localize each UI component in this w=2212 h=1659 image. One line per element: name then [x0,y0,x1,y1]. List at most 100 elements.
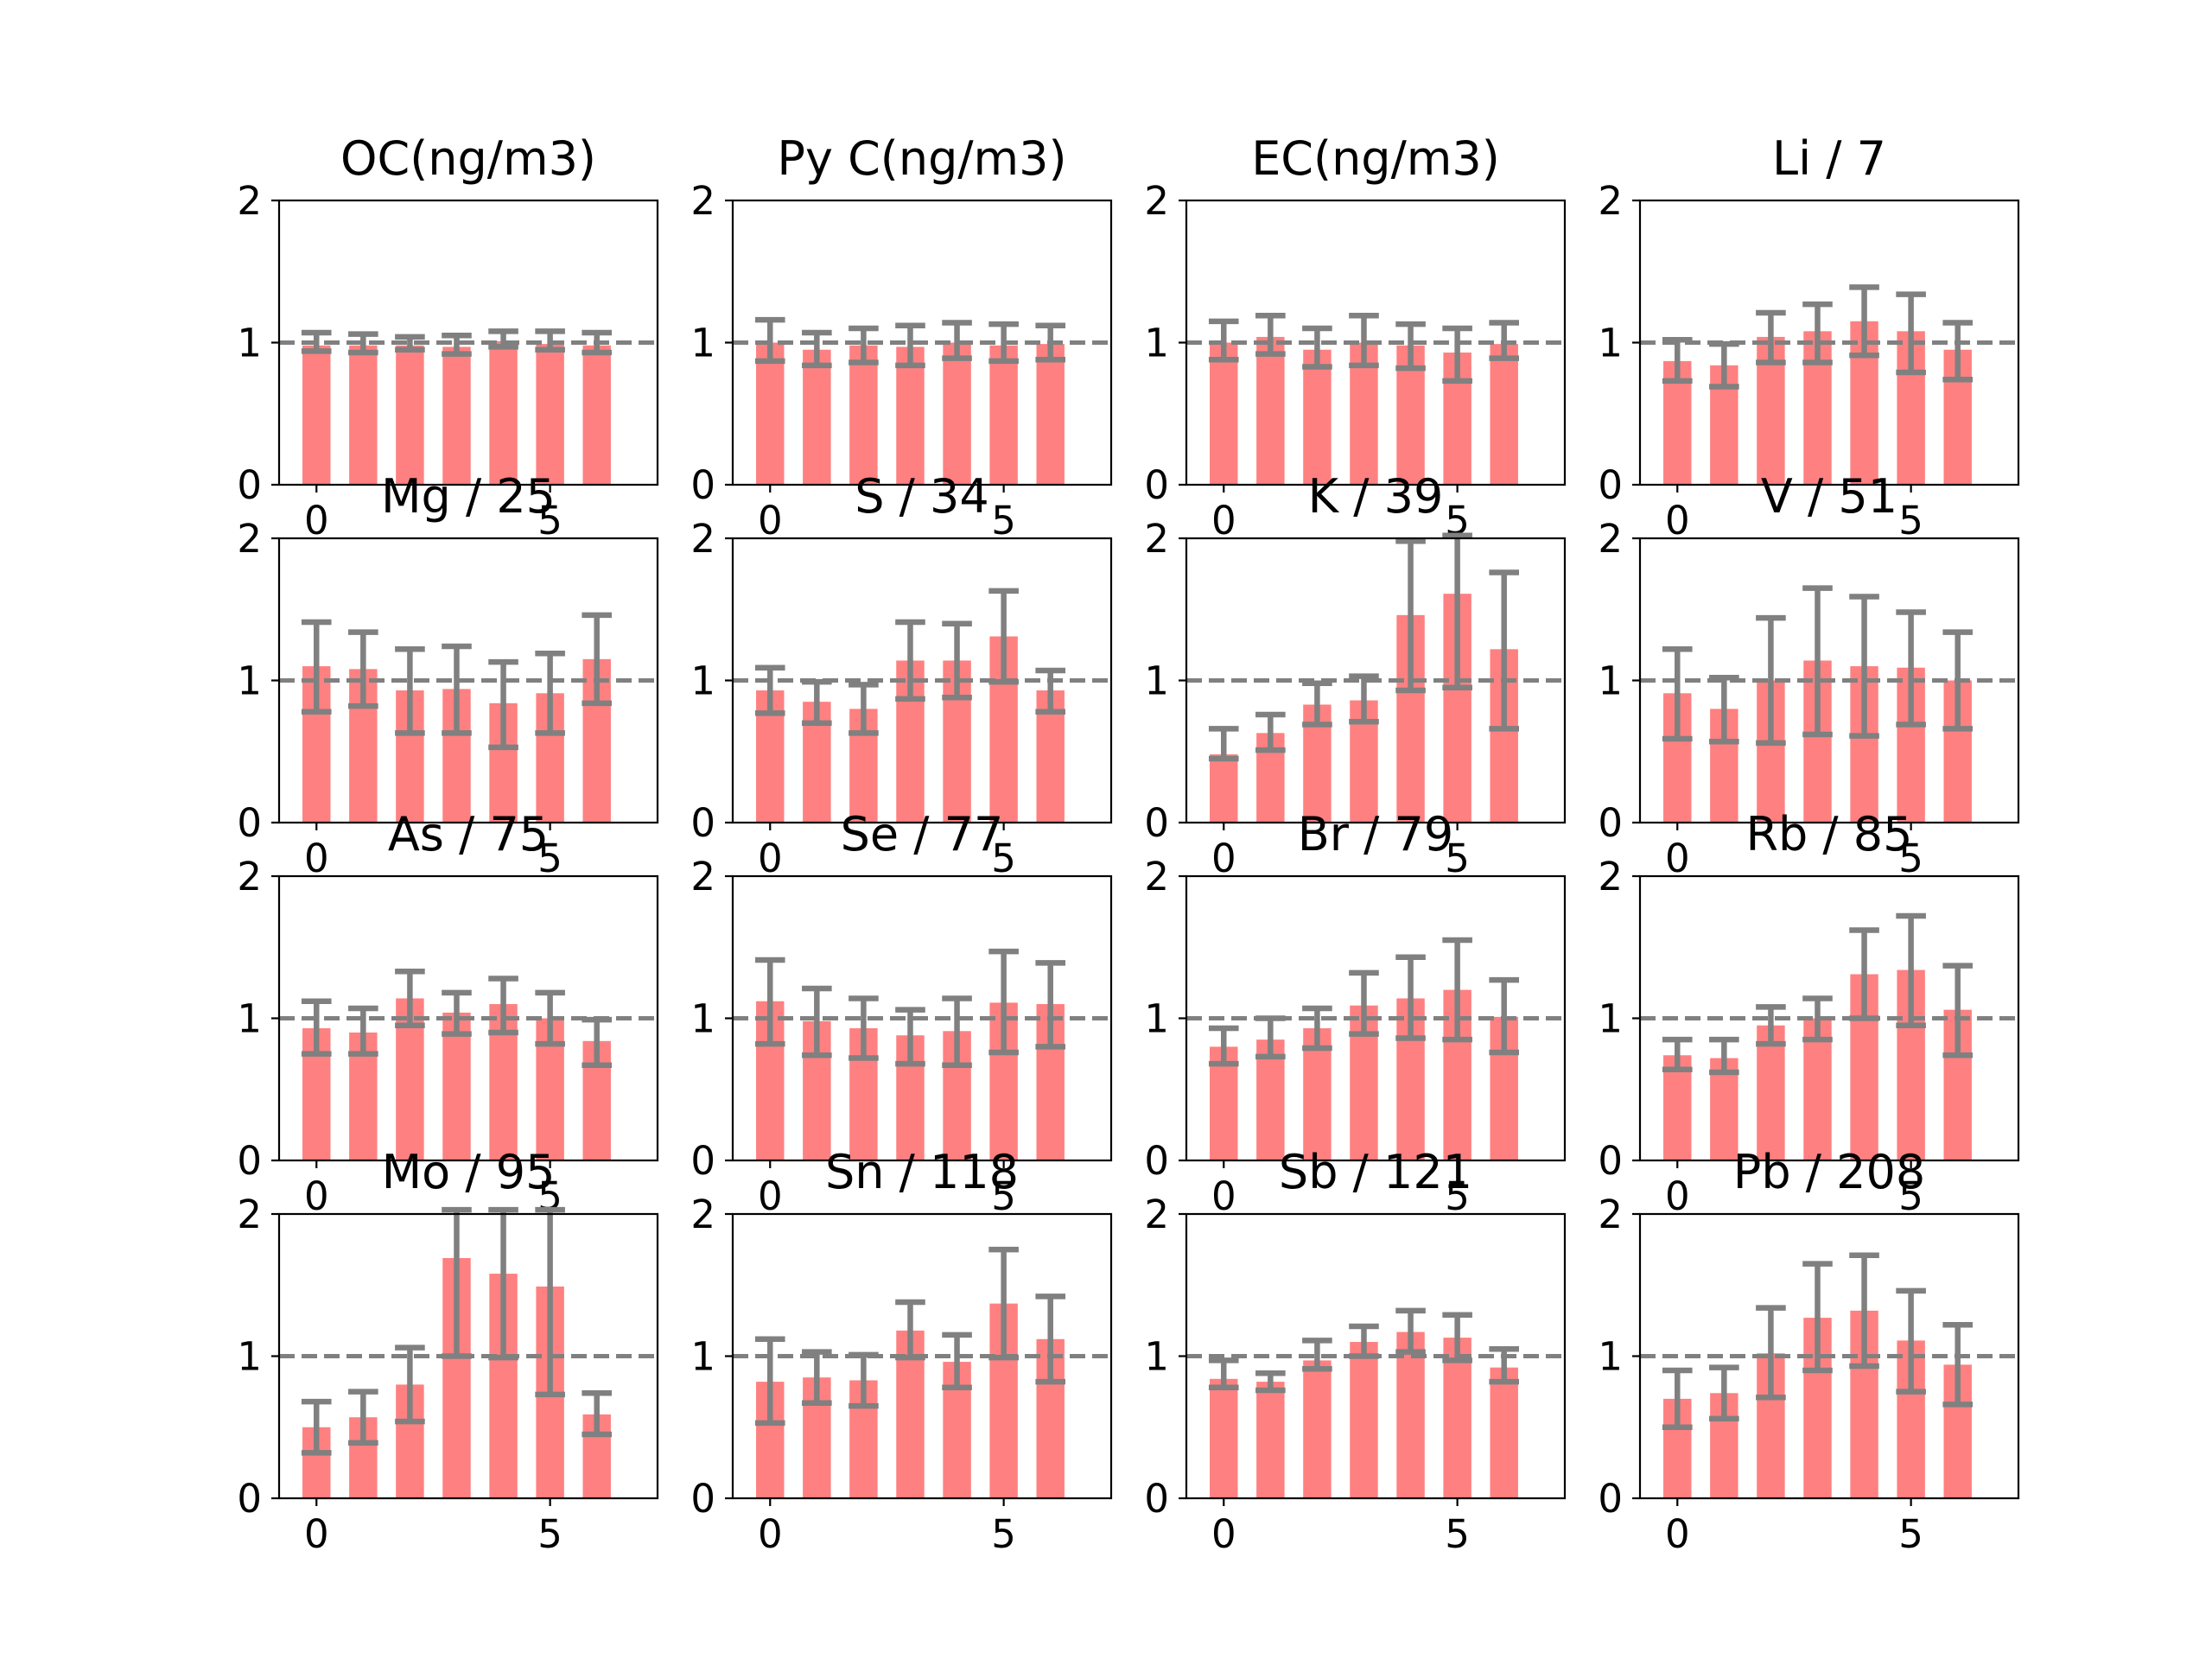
y-tick-label: 0 [1144,1476,1169,1522]
error-bar [942,1332,972,1390]
error-bar [802,329,832,369]
axes-frame [1638,1212,2020,1500]
bar [1396,1332,1425,1498]
error-bar [1489,320,1520,361]
error-bar [754,664,785,716]
error-bar [895,322,925,369]
error-bar [1302,680,1332,728]
x-tick-label: 0 [1665,498,1690,543]
error-bar [1035,667,1066,715]
y-tick-label: 1 [690,1334,715,1380]
subplot-3: 0 5 0 1 2 Li / 7 [1598,131,2020,543]
bar [442,346,471,485]
error-bar [582,1390,613,1438]
y-tick-label: 1 [1144,996,1169,1042]
error-bar [348,629,378,709]
x-tick-label: 5 [1898,836,1923,881]
x-tick-label: 0 [1665,1511,1690,1557]
subplot-title: V / 51 [1761,469,1897,524]
y-tick-label: 1 [1144,1334,1169,1380]
error-bar [802,1349,832,1407]
error-bar [1662,646,1693,742]
axes-frame [277,874,659,1162]
axes-frame [1185,537,1567,824]
subplot-7: 0 5 0 1 2 V / 51 [1598,469,2020,881]
x-tick-label: 0 [304,1173,329,1219]
y-tick-label: 0 [1598,1476,1623,1522]
error-bar [754,1336,785,1427]
subplot-title: K / 39 [1308,469,1444,524]
y-tick-label: 2 [1598,516,1623,562]
error-bar [535,328,565,353]
bar [1036,344,1065,485]
error-bar [1849,927,1879,1021]
x-tick-label: 0 [1665,836,1690,881]
subplot-15: 0 5 0 1 2 Pb / 208 [1598,1145,2020,1557]
error-bar [1942,963,1974,1058]
bar [1256,336,1285,485]
subplot-1: 0 5 0 1 2 Py C(ng/m3) [690,131,1113,543]
bar [582,345,611,485]
error-bar [1035,322,1066,363]
bar [943,342,971,485]
subplot-9: 0 5 0 1 2 Se / 77 [690,807,1113,1219]
error-bar [1849,284,1879,359]
y-tick-label: 2 [690,854,715,899]
error-bar [895,1299,925,1361]
axes-frame [277,199,659,486]
bar [803,349,831,485]
subplot-5: 0 5 0 1 2 S / 34 [690,469,1113,881]
error-bar [1756,309,1786,365]
x-tick-label: 0 [758,1511,783,1557]
axes-frame [277,1212,659,1500]
x-tick-label: 0 [304,1511,329,1557]
axes-frame [1638,199,2020,486]
error-bar [1709,674,1739,745]
error-bar [535,989,565,1047]
y-tick-label: 2 [690,178,715,224]
subplot-11: 0 5 0 1 2 Rb / 85 [1598,807,2020,1219]
y-tick-label: 0 [237,462,262,508]
x-tick-label: 5 [1898,498,1923,543]
bar [756,342,785,485]
bar [1757,1025,1785,1160]
error-bar [942,995,972,1069]
y-tick-label: 1 [237,658,262,704]
error-bar [1756,1305,1786,1401]
x-tick-label: 0 [304,498,329,543]
subplot-title: As / 75 [388,807,549,861]
x-tick-label: 5 [991,836,1016,881]
subplot-12: 0 5 0 1 2 Mo / 95 [237,1145,659,1557]
x-tick-label: 0 [758,836,783,881]
error-bar [301,619,332,715]
error-bar [488,976,518,1036]
y-tick-label: 2 [1598,1192,1623,1237]
bar [396,345,424,485]
axes-frame [1185,199,1567,486]
y-tick-label: 1 [1144,658,1169,704]
error-bar [1802,585,1833,738]
error-bar [849,995,879,1061]
error-bar [442,1206,472,1359]
y-tick-label: 1 [690,658,715,704]
error-bar [1489,569,1520,732]
y-tick-label: 0 [690,1138,715,1184]
error-bar [1802,995,1833,1043]
y-tick-label: 2 [1598,178,1623,224]
subplot-title: EC(ng/m3) [1251,131,1500,186]
error-bar [802,678,832,727]
error-bar [395,646,425,736]
axes-frame [1185,874,1567,1162]
x-tick-label: 0 [1211,836,1236,881]
error-bar [1255,312,1286,357]
y-tick-label: 1 [237,321,262,366]
x-tick-label: 0 [1211,1173,1236,1219]
subplot-title: Br / 79 [1298,807,1453,861]
error-bar [1395,538,1426,694]
error-bar [988,1246,1019,1361]
y-tick-label: 0 [237,1138,262,1184]
error-bar [1349,1323,1379,1359]
error-bar [754,957,785,1047]
y-tick-label: 0 [1144,462,1169,508]
